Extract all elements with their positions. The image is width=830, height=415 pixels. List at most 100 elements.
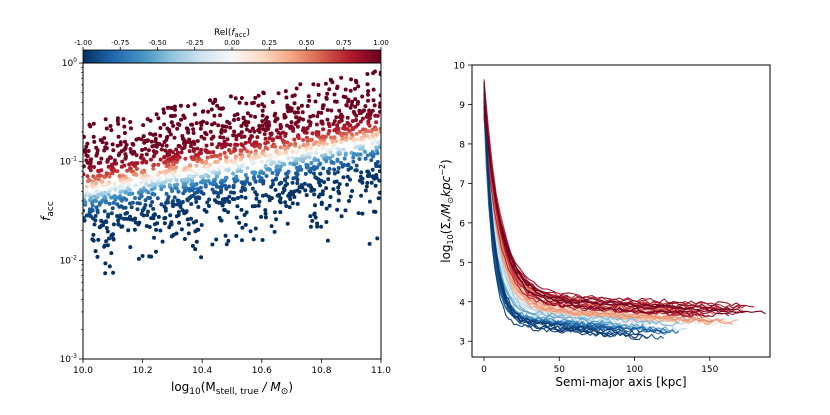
scatter-point <box>334 179 339 184</box>
scatter-point <box>293 121 298 126</box>
scatter-point <box>223 183 227 188</box>
scatter-point <box>198 120 203 125</box>
scatter-point <box>196 205 201 209</box>
scatter-point <box>116 218 121 223</box>
scatter-point <box>211 101 216 105</box>
scatter-point <box>252 170 257 175</box>
scatter-point <box>173 154 178 159</box>
scatter-point <box>210 242 215 247</box>
scatter-point <box>253 204 258 209</box>
scatter-point <box>243 195 248 200</box>
scatter-point <box>365 82 370 87</box>
scatter-point <box>363 188 368 193</box>
left-scatter-panel: Rel(facc) -1.00 -0.75 -0.50 -0.25 0.00 0.25 0.… <box>39 28 391 397</box>
scatter-point <box>324 159 329 164</box>
scatter-point <box>293 141 298 146</box>
scatter-point <box>156 181 161 186</box>
colorbar-label: Rel(facc) <box>214 28 250 39</box>
scatter-point <box>317 162 322 167</box>
scatter-point <box>186 231 191 236</box>
scatter-point <box>315 224 320 229</box>
scatter-point <box>256 93 261 98</box>
scatter-point <box>348 88 353 93</box>
scatter-point <box>332 135 337 140</box>
scatter-point <box>294 166 299 170</box>
scatter-point <box>107 264 112 269</box>
scatter-point <box>295 124 300 129</box>
scatter-point <box>232 129 237 134</box>
scatter-point <box>175 157 180 162</box>
y-tick-label: 10-3 <box>60 353 78 365</box>
scatter-point <box>207 197 212 202</box>
scatter-point <box>246 153 251 158</box>
scatter-point <box>133 196 137 200</box>
profile-line <box>483 107 729 312</box>
x-tick-label: 10.4 <box>192 366 212 376</box>
scatter-point <box>174 178 179 183</box>
scatter-point <box>129 205 134 210</box>
scatter-point <box>109 211 114 216</box>
scatter-point <box>373 173 378 178</box>
scatter-point <box>135 161 140 166</box>
scatter-point <box>180 208 185 213</box>
scatter-point <box>311 82 316 87</box>
scatter-point <box>191 174 196 179</box>
scatter-point <box>263 128 268 132</box>
scatter-point <box>115 118 120 123</box>
scatter-point <box>104 141 109 146</box>
scatter-point <box>215 154 219 158</box>
scatter-point <box>186 130 191 135</box>
scatter-point <box>151 213 156 218</box>
scatter-point <box>199 147 204 152</box>
scatter-point <box>115 202 120 207</box>
scatter-point <box>99 168 104 173</box>
scatter-point <box>309 161 314 165</box>
scatter-point <box>204 209 209 214</box>
scatter-point <box>163 206 168 211</box>
scatter-point <box>190 243 195 248</box>
scatter-point <box>170 175 175 180</box>
scatter-point <box>325 108 330 112</box>
scatter-point <box>116 215 121 220</box>
scatter-point <box>344 132 349 136</box>
scatter-point <box>239 163 244 168</box>
scatter-point <box>372 209 376 214</box>
x-tick-label: 10.2 <box>133 366 153 376</box>
scatter-point <box>356 100 360 104</box>
scatter-point <box>339 161 344 165</box>
scatter-point <box>141 134 146 139</box>
scatter-point <box>327 203 332 208</box>
scatter-point <box>133 172 138 177</box>
scatter-point <box>319 224 324 229</box>
scatter-point <box>273 155 278 160</box>
scatter-point <box>133 183 138 188</box>
scatter-point <box>301 138 306 142</box>
scatter-point <box>170 170 175 175</box>
scatter-point <box>244 123 249 128</box>
scatter-point <box>377 169 381 174</box>
scatter-point <box>337 182 342 187</box>
scatter-point <box>315 114 320 119</box>
scatter-point <box>154 249 158 254</box>
scatter-point <box>109 167 114 172</box>
scatter-point <box>130 200 135 205</box>
scatter-point <box>253 114 258 119</box>
scatter-point <box>313 215 318 220</box>
scatter-point <box>224 155 228 159</box>
scatter-point <box>357 157 362 161</box>
scatter-point <box>109 186 114 191</box>
scatter-point <box>337 108 342 113</box>
scatter-point <box>96 237 101 242</box>
scatter-point <box>260 108 265 113</box>
scatter-point <box>227 194 232 199</box>
scatter-point <box>151 163 156 168</box>
scatter-point <box>222 139 227 144</box>
scatter-point <box>370 133 375 138</box>
scatter-point <box>250 142 255 147</box>
scatter-point <box>108 124 113 128</box>
scatter-point <box>128 166 133 171</box>
x-tick-label: 50 <box>554 365 566 375</box>
scatter-point <box>117 151 122 156</box>
scatter-point <box>151 166 156 171</box>
scatter-point <box>293 159 298 164</box>
